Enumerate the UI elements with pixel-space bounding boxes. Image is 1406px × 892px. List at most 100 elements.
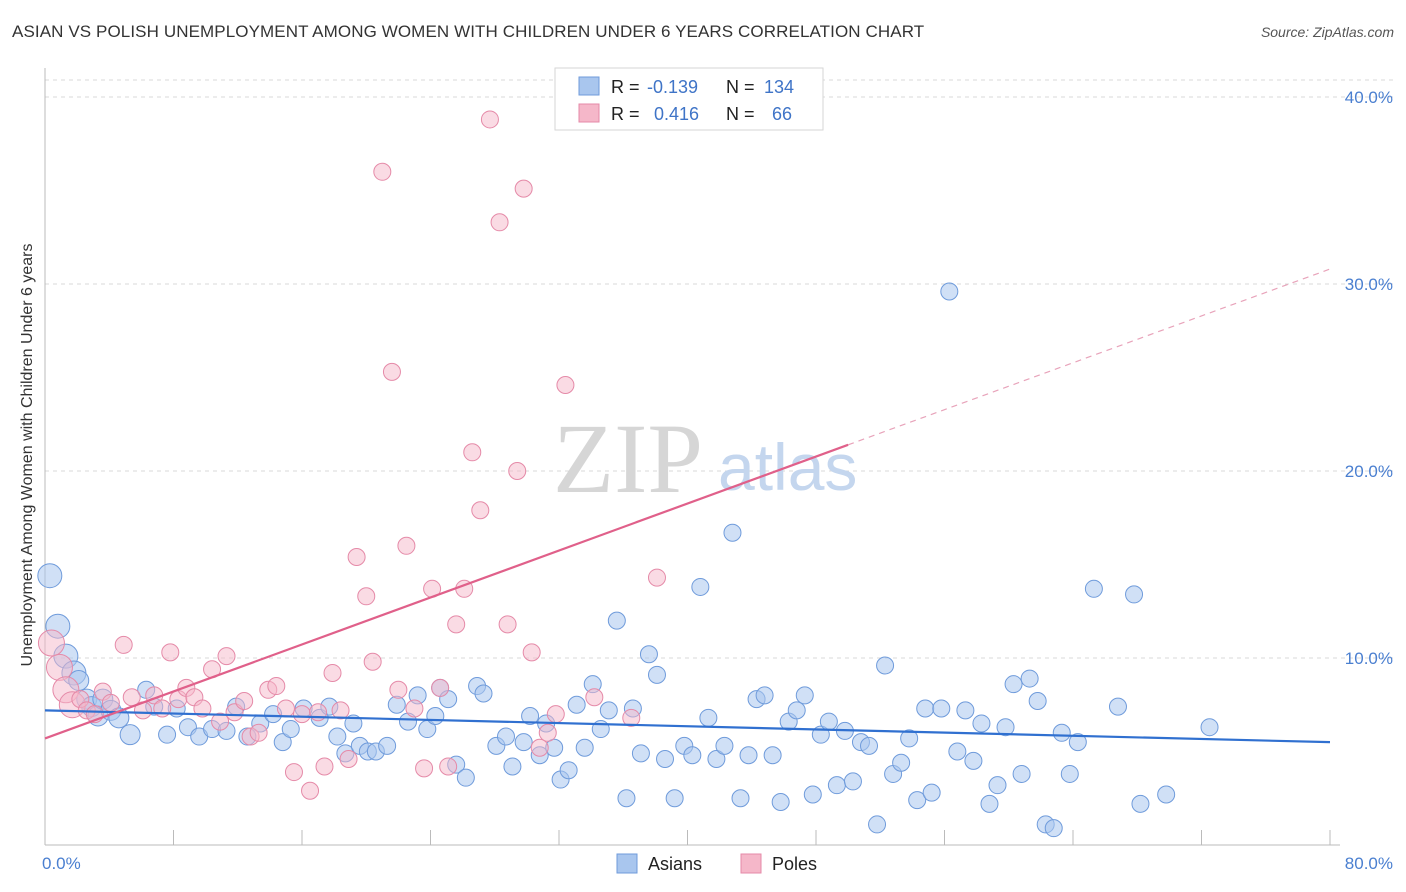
asians-point-75 [715, 736, 734, 755]
asians-point-107 [972, 714, 991, 733]
asians-point-69 [665, 789, 684, 808]
correlation-legend: R = -0.139 N = 134 R = 0.416 N = 66 [554, 67, 824, 131]
asians-point-111 [1004, 675, 1023, 694]
poles-point-48 [439, 757, 458, 776]
poles-point-54 [490, 213, 509, 232]
y-tick-label-10: 10.0% [1345, 649, 1393, 668]
asians-point-113 [1020, 669, 1039, 688]
asians-point-65 [631, 744, 650, 763]
asians-point-35 [378, 736, 397, 755]
poles-point-40 [373, 162, 392, 181]
asians-point-48 [496, 727, 515, 746]
asians-point-125 [1200, 718, 1219, 737]
asians-point-46 [474, 684, 493, 703]
y-tick-label-20: 20.0% [1345, 462, 1393, 481]
poles-point-36 [339, 749, 358, 768]
asians-point-101 [922, 783, 941, 802]
asians-point-36 [387, 695, 406, 714]
asians-point-91 [843, 772, 862, 791]
asians-point-29 [328, 727, 347, 746]
legend-box [554, 67, 824, 131]
asians-point-119 [1068, 733, 1087, 752]
legend-poles-n-value: 66 [772, 104, 792, 124]
poles-point-42 [389, 680, 408, 699]
poles-point-30 [293, 705, 311, 724]
asians-point-100 [916, 699, 935, 718]
asians-point-124 [1157, 785, 1176, 804]
poles-trend-extension [847, 268, 1331, 446]
asians-point-73 [699, 708, 718, 727]
asians-point-95 [876, 656, 895, 675]
asians-point-72 [691, 577, 710, 596]
poles-point-38 [357, 587, 376, 606]
poles-point-33 [315, 757, 334, 776]
poles-point-61 [546, 705, 565, 724]
asians-point-50 [514, 733, 533, 752]
asians-point-76 [723, 523, 742, 542]
asians-point-118 [1060, 764, 1079, 783]
poles-point-63 [585, 688, 604, 707]
poles-point-23 [235, 692, 254, 711]
asians-point-14 [158, 725, 177, 744]
asians-point-11 [119, 724, 141, 746]
asians-point-78 [739, 746, 758, 765]
poles-point-58 [522, 643, 541, 662]
poles-point-37 [347, 548, 366, 567]
asians-point-63 [617, 789, 636, 808]
poles-point-1 [45, 653, 73, 681]
poles-point-53 [480, 110, 499, 129]
poles-point-62 [556, 375, 575, 394]
poles-point-64 [622, 708, 641, 727]
poles-point-47 [431, 678, 450, 697]
asians-point-112 [1012, 764, 1031, 783]
y-tick-label-40: 40.0% [1345, 88, 1393, 107]
poles-point-20 [211, 712, 230, 731]
watermark-zip: ZIP [553, 403, 703, 514]
asians-point-120 [1084, 579, 1103, 598]
asians-point-89 [827, 776, 846, 795]
poles-point-60 [538, 723, 557, 742]
asians-point-66 [639, 645, 658, 664]
poles-point-28 [276, 699, 295, 718]
asians-point-61 [599, 701, 618, 720]
asians-point-122 [1125, 585, 1144, 604]
bottom-legend-swatch-asians [616, 853, 638, 874]
asians-point-108 [980, 794, 999, 813]
poles-point-56 [508, 462, 527, 480]
asians-point-81 [763, 746, 782, 765]
poles-point-59 [530, 738, 549, 757]
poles-point-31 [301, 781, 320, 800]
legend-asians-n-label: N = [726, 77, 755, 97]
legend-swatch-poles [578, 103, 600, 123]
asians-point-123 [1131, 794, 1150, 813]
asians-point-106 [964, 751, 983, 770]
trend-lines [44, 268, 1331, 744]
poles-point-35 [331, 701, 350, 720]
poles-point-21 [217, 647, 236, 666]
legend-poles-r-label: R = [611, 104, 640, 124]
y-tick-label-30: 30.0% [1345, 275, 1393, 294]
asians-point-77 [731, 789, 750, 808]
poles-point-8 [101, 693, 120, 712]
asians-point-25 [281, 720, 300, 739]
asians-point-56 [559, 761, 578, 780]
x-tick-label-min: 0.0% [42, 854, 81, 873]
x-tick-label-max: 80.0% [1345, 854, 1393, 873]
series-legend: Asians Poles [616, 853, 817, 874]
asians-point-40 [426, 706, 445, 725]
poles-point-14 [161, 643, 180, 662]
asians-point-105 [956, 701, 975, 720]
legend-poles-n-label: N = [726, 104, 755, 124]
asians-trend-line [44, 709, 1331, 744]
poles-point-29 [284, 763, 303, 782]
bottom-legend-asians: Asians [648, 854, 702, 874]
poles-point-65 [647, 568, 666, 587]
asians-point-97 [892, 753, 911, 772]
asians-point-84 [787, 701, 806, 720]
legend-asians-n-value: 134 [764, 77, 794, 97]
asians-point-109 [988, 776, 1007, 795]
asians-point-67 [647, 665, 666, 684]
chart-title: ASIAN VS POLISH UNEMPLOYMENT AMONG WOMEN… [12, 22, 925, 41]
asians-point-49 [503, 757, 522, 776]
asians-point-88 [819, 712, 838, 731]
